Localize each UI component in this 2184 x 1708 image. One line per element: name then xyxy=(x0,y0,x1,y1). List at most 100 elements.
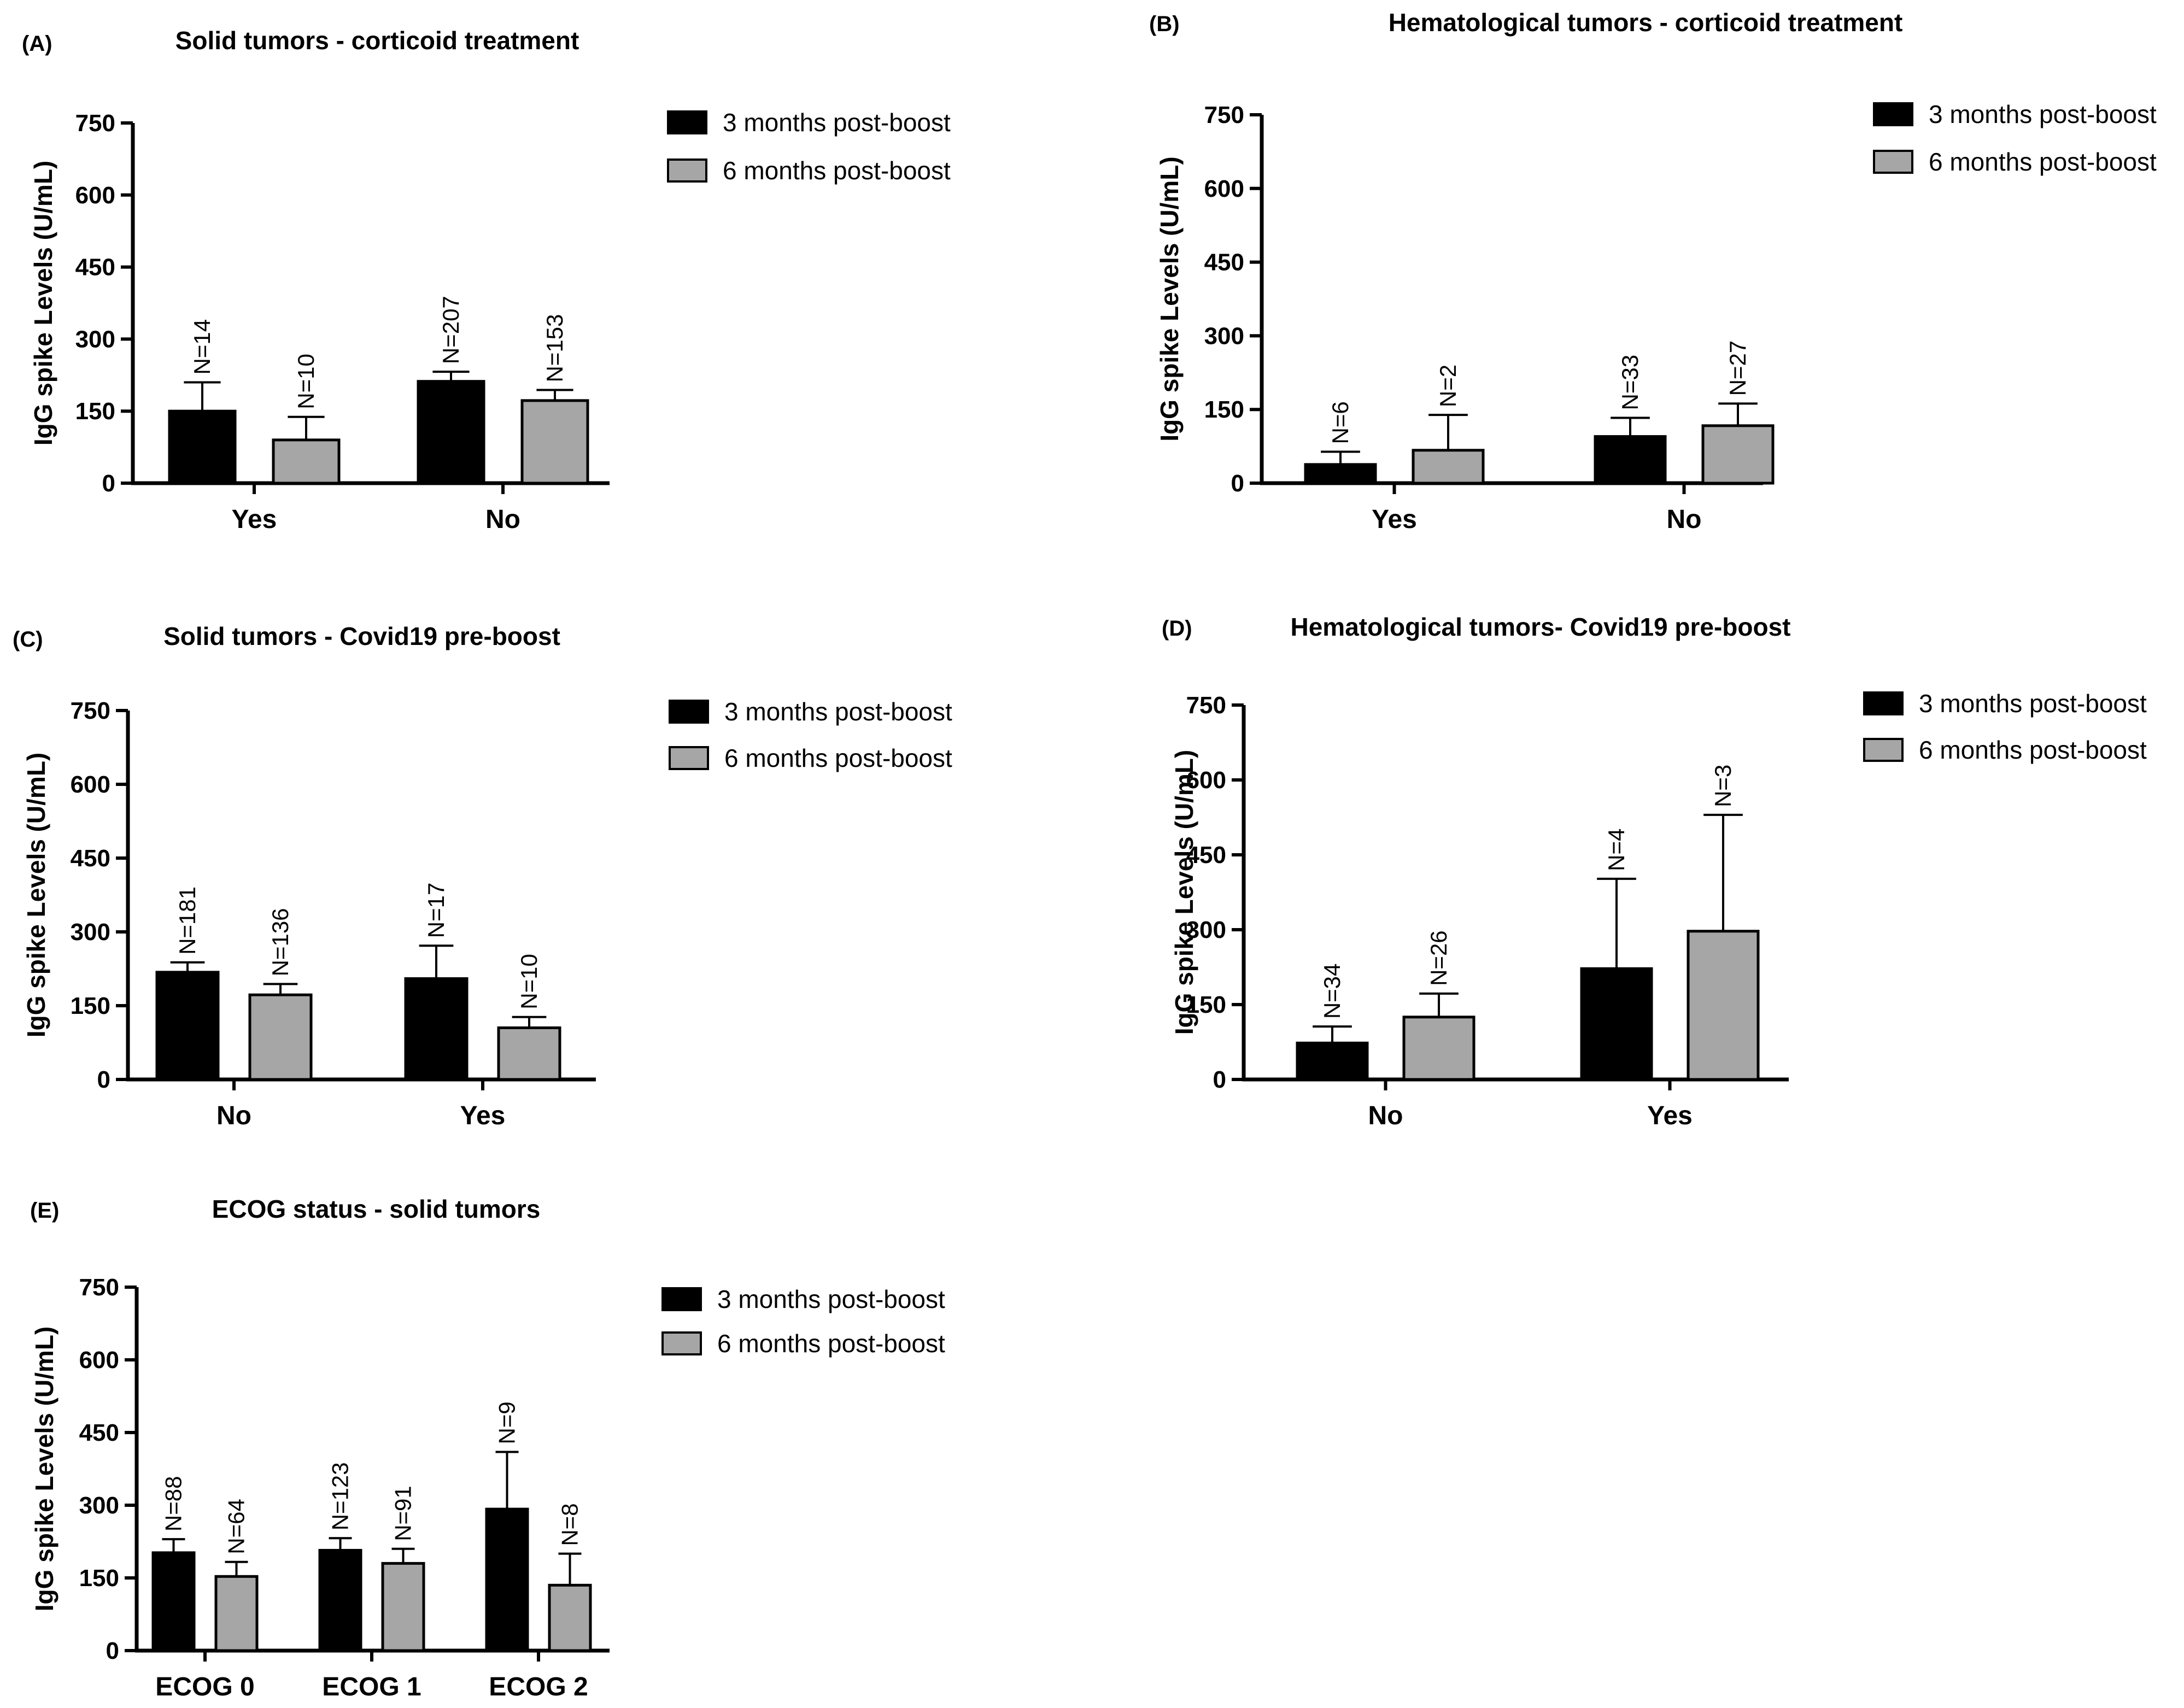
bar-6m-1 xyxy=(381,1562,425,1652)
n-label: N=123 xyxy=(327,1462,353,1530)
panel-label: (B) xyxy=(1149,12,1180,36)
bar-3m-0 xyxy=(168,409,237,485)
y-tick-label: 450 xyxy=(1204,249,1244,276)
y-tick-label: 150 xyxy=(1186,991,1226,1018)
bar-3m-2 xyxy=(485,1507,529,1652)
n-label: N=10 xyxy=(293,354,319,409)
legend-swatch-3m xyxy=(661,1287,702,1311)
n-label: N=34 xyxy=(1319,964,1345,1019)
bar-3m-1 xyxy=(1580,967,1653,1081)
legend-entry-6m: 6 months post-boost xyxy=(724,744,952,772)
y-tick-label: 600 xyxy=(79,1347,119,1374)
legend-entry-3m: 3 months post-boost xyxy=(723,108,951,137)
y-tick-label: 300 xyxy=(71,919,110,946)
y-tick-label: 600 xyxy=(1186,767,1226,794)
chart-title: Solid tumors - Covid19 pre-boost xyxy=(163,622,560,650)
n-label: N=8 xyxy=(557,1503,583,1546)
legend-entry-6m: 6 months post-boost xyxy=(723,156,951,185)
n-label: N=26 xyxy=(1426,930,1451,986)
y-axis-label: IgG spike Levels (U/mL) xyxy=(22,753,50,1037)
bar-3m-1 xyxy=(404,977,469,1081)
bar-6m-0 xyxy=(214,1575,259,1652)
y-tick-label: 0 xyxy=(1231,470,1244,497)
chart-title: ECOG status - solid tumors xyxy=(212,1195,541,1223)
bar-6m-1 xyxy=(520,399,589,485)
x-category-label: No xyxy=(1667,505,1702,534)
bar-3m-0 xyxy=(155,971,220,1081)
y-tick-label: 300 xyxy=(79,1492,119,1519)
n-label: N=3 xyxy=(1710,765,1736,807)
y-axis-label: IgG spike Levels (U/mL) xyxy=(29,161,57,445)
y-tick-label: 600 xyxy=(71,771,110,798)
y-tick-label: 150 xyxy=(79,1565,119,1592)
n-label: N=2 xyxy=(1435,365,1461,407)
y-tick-label: 450 xyxy=(75,254,115,281)
y-tick-label: 300 xyxy=(1204,322,1244,349)
chart-title: Solid tumors - corticoid treatment xyxy=(175,26,579,55)
n-label: N=153 xyxy=(542,314,567,383)
panel-d: (D) Hematological tumors- Covid19 pre-boo… xyxy=(1162,613,2147,1130)
y-tick-label: 450 xyxy=(1186,842,1226,868)
panel-b: (B) Hematological tumors - corticoid trea… xyxy=(1149,8,2157,534)
y-tick-label: 0 xyxy=(106,1637,119,1664)
bar-3m-0 xyxy=(1296,1041,1369,1081)
n-label: N=33 xyxy=(1617,355,1643,410)
panel-c: (C) Solid tumors - Covid19 pre-boost 0 150 3… xyxy=(13,622,952,1130)
y-tick-label: 300 xyxy=(1186,917,1226,943)
n-label: N=207 xyxy=(438,296,464,364)
bar-3m-1 xyxy=(1594,435,1667,485)
legend-swatch-3m xyxy=(667,110,707,134)
legend-swatch-3m xyxy=(1873,102,1913,126)
n-label: N=6 xyxy=(1327,401,1353,444)
legend-entry-3m: 3 months post-boost xyxy=(1929,100,2157,128)
y-tick-label: 600 xyxy=(1204,175,1244,202)
legend-entry-6m: 6 months post-boost xyxy=(1919,736,2147,764)
y-tick-label: 750 xyxy=(79,1274,119,1301)
legend-swatch-6m xyxy=(1863,738,1904,762)
chart-title: Hematological tumors - corticoid treatme… xyxy=(1389,8,1903,37)
n-label: N=14 xyxy=(189,319,215,375)
x-category-label: ECOG 0 xyxy=(155,1672,254,1701)
legend-swatch-6m xyxy=(661,1331,702,1355)
y-tick-label: 300 xyxy=(75,326,115,353)
x-category-label: Yes xyxy=(1372,505,1417,534)
panel-a: (A) Solid tumors - corticoid treatment 0 15… xyxy=(22,26,951,534)
n-label: N=17 xyxy=(423,883,449,938)
legend-entry-3m: 3 months post-boost xyxy=(717,1285,945,1313)
y-tick-label: 450 xyxy=(79,1419,119,1446)
bar-3m-1 xyxy=(318,1548,362,1652)
y-tick-label: 750 xyxy=(1204,102,1244,128)
bar-6m-1 xyxy=(1687,930,1760,1081)
x-category-label: ECOG 1 xyxy=(322,1672,421,1701)
legend-entry-6m: 6 months post-boost xyxy=(717,1329,945,1358)
panel-e: (E) ECOG status - solid tumors 0 150 300 450 6… xyxy=(30,1195,945,1701)
bar-6m-0 xyxy=(272,438,341,485)
n-label: N=64 xyxy=(224,1499,249,1554)
bar-6m-0 xyxy=(1412,449,1485,485)
x-category-label: No xyxy=(216,1101,251,1130)
legend-entry-6m: 6 months post-boost xyxy=(1929,148,2157,176)
y-axis-label: IgG spike Levels (U/mL) xyxy=(1155,156,1184,441)
bar-6m-2 xyxy=(548,1583,592,1652)
x-category-label: No xyxy=(1368,1101,1403,1130)
n-label: N=136 xyxy=(267,908,293,976)
legend-swatch-6m xyxy=(667,159,707,183)
y-axis-label: IgG spike Levels (U/mL) xyxy=(1170,750,1198,1035)
legend-swatch-3m xyxy=(669,700,709,724)
y-tick-label: 150 xyxy=(1204,396,1244,423)
legend-entry-3m: 3 months post-boost xyxy=(724,697,952,726)
bar-3m-0 xyxy=(151,1551,196,1652)
n-label: N=181 xyxy=(174,887,200,955)
legend-swatch-6m xyxy=(669,746,709,770)
chart-title: Hematological tumors- Covid19 pre-boost xyxy=(1290,613,1790,641)
n-label: N=4 xyxy=(1603,829,1629,871)
y-tick-label: 750 xyxy=(1186,692,1226,719)
legend-swatch-6m xyxy=(1873,150,1913,174)
legend-entry-3m: 3 months post-boost xyxy=(1919,689,2147,718)
x-category-label: Yes xyxy=(460,1101,506,1130)
y-tick-label: 150 xyxy=(71,993,110,1019)
panel-label: (E) xyxy=(30,1199,59,1223)
y-tick-label: 750 xyxy=(71,697,110,724)
bar-6m-0 xyxy=(1402,1016,1475,1081)
bar-6m-0 xyxy=(248,993,313,1081)
